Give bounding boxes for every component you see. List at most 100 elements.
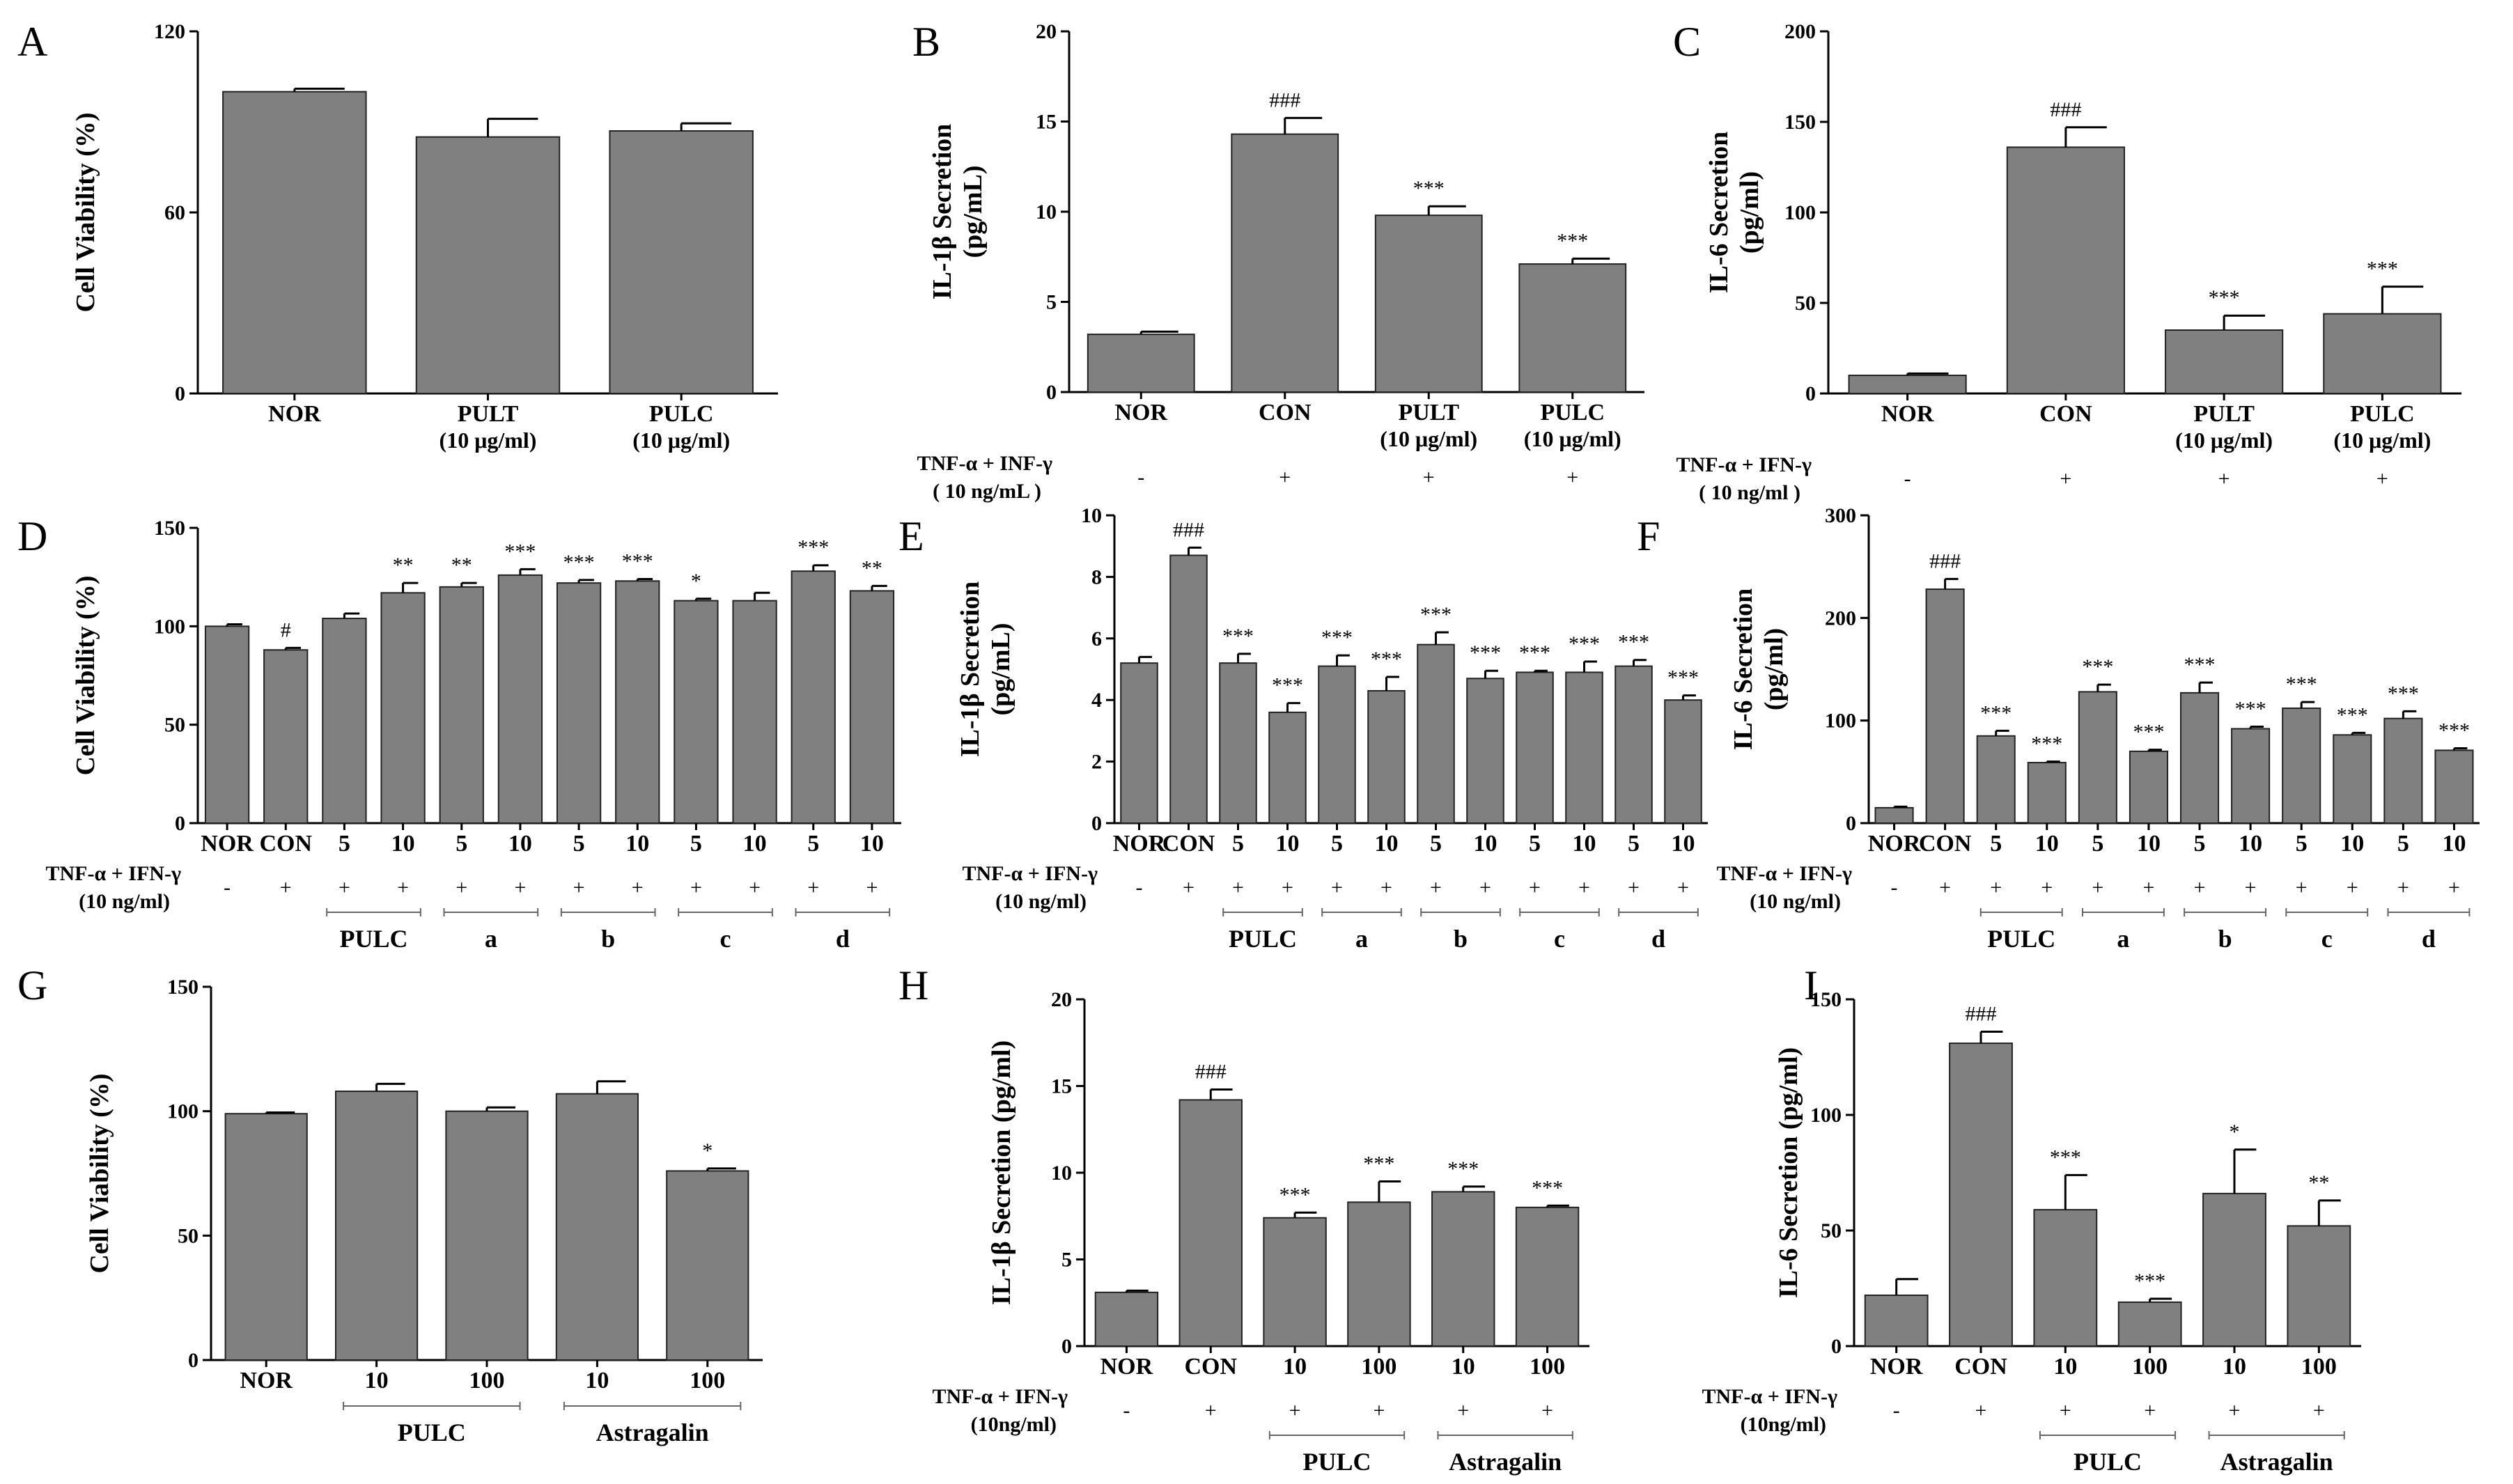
panel-i-treatment-sign: + bbox=[2060, 1399, 2071, 1422]
panel-d-category-label: 5 bbox=[339, 831, 350, 857]
panel-h-bar bbox=[1431, 1191, 1495, 1348]
panel-f-treatment-label: TNF-α + IFN-γ bbox=[1716, 862, 1852, 885]
panel-f-category-label: 5 bbox=[2092, 831, 2103, 857]
panel-f-y-axis-label-line: IL-6 Secretion bbox=[1729, 588, 1758, 751]
panel-f-bar bbox=[2129, 750, 2168, 825]
panel-c-bar bbox=[1848, 375, 1967, 394]
panel-b-y-axis-label-line: (pg/mL) bbox=[958, 166, 988, 258]
panel-e-bar bbox=[1367, 689, 1406, 824]
panel-d-treatment-sign: - bbox=[224, 876, 231, 899]
panel-f-significance-label: *** bbox=[2286, 673, 2317, 696]
panel-f-bar bbox=[1925, 588, 1965, 825]
panel-e-category-label: 5 bbox=[1430, 831, 1442, 857]
panel-f-significance-label: *** bbox=[2235, 698, 2266, 721]
panel-i-category-label: 100 bbox=[2301, 1354, 2337, 1380]
panel-f-treatment-sign: + bbox=[1990, 876, 2002, 899]
panel-f-y-tick-label: 200 bbox=[1825, 607, 1856, 630]
panel-h-y-tick-label: 0 bbox=[1061, 1335, 1072, 1358]
panel-e-group-label: c bbox=[1554, 925, 1565, 953]
panel-d-treatment-sign: + bbox=[807, 876, 819, 899]
panel-a-category-sublabel: (10 μg/ml) bbox=[439, 428, 537, 453]
panel-e-significance-label: *** bbox=[1222, 625, 1254, 648]
panel-c-y-axis-label-line: IL-6 Secretion bbox=[1704, 132, 1734, 294]
panel-f-significance-label: *** bbox=[2184, 653, 2216, 676]
panel-a-category-sublabel: (10 μg/ml) bbox=[632, 428, 730, 453]
panel-h-significance-label: ### bbox=[1195, 1060, 1227, 1083]
panel-f-treatment-sign: + bbox=[2397, 876, 2409, 899]
panel-d-category-label: NOR bbox=[201, 831, 254, 857]
panel-h-treatment-sign: + bbox=[1541, 1399, 1553, 1422]
panel-d-treatment-dose: (10 ng/ml) bbox=[79, 890, 170, 913]
panel-c-significance-label: *** bbox=[2367, 258, 2398, 281]
panel-g-y-tick-label: 0 bbox=[188, 1349, 199, 1372]
panel-e-treatment-sign: + bbox=[1529, 876, 1541, 899]
panel-i-treatment-sign: + bbox=[2313, 1399, 2325, 1422]
panel-e-significance-label: *** bbox=[1667, 666, 1699, 689]
panel-f-label: F bbox=[1637, 513, 1660, 559]
panel-e-treatment-label: TNF-α + IFN-γ bbox=[962, 862, 1098, 885]
panel-f-bar bbox=[2434, 749, 2474, 824]
panel-f-significance-label: ### bbox=[1929, 549, 1961, 572]
panel-e-category-label: 10 bbox=[1474, 831, 1497, 857]
panel-i-group-label: PULC bbox=[2074, 1448, 2142, 1476]
panel-i-bar bbox=[1949, 1042, 2013, 1347]
panel-i-significance-label: * bbox=[2230, 1120, 2240, 1143]
panel-f-bar bbox=[2180, 692, 2220, 824]
panel-h-treatment-sign: + bbox=[1373, 1399, 1385, 1422]
panel-h-treatment-sign: - bbox=[1123, 1399, 1130, 1422]
panel-e-bar bbox=[1268, 711, 1307, 824]
panel-b-bar bbox=[1087, 334, 1195, 393]
panel-a-category-label: PULC bbox=[649, 401, 714, 427]
panel-i-bar bbox=[1864, 1294, 1929, 1347]
panel-e-category-label: 10 bbox=[1375, 831, 1399, 857]
panel-f-category-label: 10 bbox=[2035, 831, 2059, 857]
panel-c-y-tick-label: 150 bbox=[1784, 111, 1816, 134]
panel-c-treatment-label: TNF-α + IFN-γ bbox=[1676, 453, 1812, 476]
panel-d-significance-label: *** bbox=[798, 536, 829, 559]
panel-e-y-tick-label: 10 bbox=[1081, 504, 1102, 527]
panel-c-category-label: CON bbox=[2039, 401, 2092, 427]
panel-e-category-label: 10 bbox=[1672, 831, 1695, 857]
panel-h-category-label: NOR bbox=[1100, 1354, 1153, 1380]
panel-d-y-tick-label: 100 bbox=[154, 615, 185, 638]
panel-b-category-label: NOR bbox=[1114, 400, 1167, 425]
panel-b-category-sublabel: (10 μg/ml) bbox=[1380, 426, 1477, 451]
panel-i-significance-label: *** bbox=[2050, 1146, 2081, 1169]
panel-i-group-label: Astragalin bbox=[2220, 1448, 2333, 1476]
panel-f-category-label: 10 bbox=[2239, 831, 2262, 857]
panel-e-bar bbox=[1318, 665, 1356, 825]
panel-d-significance-label: *** bbox=[622, 549, 653, 572]
panel-h-significance-label: *** bbox=[1363, 1152, 1394, 1175]
panel-e-y-tick-label: 4 bbox=[1091, 689, 1102, 712]
panel-g-group-label: Astragalin bbox=[596, 1419, 709, 1446]
panel-i-label: I bbox=[1804, 962, 1818, 1008]
panel-e-bar bbox=[1466, 678, 1504, 825]
panel-d-significance-label: ** bbox=[862, 556, 882, 579]
panel-e-bar bbox=[1169, 554, 1208, 825]
panel-e-bar bbox=[1664, 699, 1702, 825]
panel-f-treatment-sign: + bbox=[2041, 876, 2053, 899]
panel-f-bar bbox=[1874, 806, 1914, 825]
panel-d-significance-label: ** bbox=[451, 554, 472, 577]
panel-h-y-tick-label: 20 bbox=[1051, 988, 1072, 1011]
panel-f-category-label: 5 bbox=[1990, 831, 2002, 857]
panel-f-y-tick-label: 300 bbox=[1825, 504, 1856, 527]
panel-h-category-label: 100 bbox=[1530, 1354, 1565, 1380]
panel-a-label: A bbox=[17, 19, 47, 65]
panel-e-treatment-sign: + bbox=[1628, 876, 1640, 899]
panel-g-group-label: PULC bbox=[398, 1419, 466, 1446]
panel-f-treatment-sign: + bbox=[2092, 876, 2103, 899]
panel-b-category-label: CON bbox=[1259, 400, 1312, 425]
panel-g-category-label: 10 bbox=[585, 1368, 609, 1393]
panel-g-y-axis-label-line: Cell Viability (%) bbox=[85, 1073, 114, 1273]
panel-d-bar bbox=[615, 580, 660, 824]
panel-f-group-label: PULC bbox=[1987, 925, 2055, 953]
panel-h-treatment-sign: + bbox=[1205, 1399, 1217, 1422]
panel-i-significance-label: ### bbox=[1966, 1002, 1997, 1025]
panel-d-treatment-sign: + bbox=[339, 876, 350, 899]
panel-i-significance-label: *** bbox=[2134, 1270, 2165, 1292]
panel-f-y-tick-label: 100 bbox=[1825, 710, 1856, 733]
panel-f-treatment-sign: + bbox=[2448, 876, 2460, 899]
panel-f-category-label: 10 bbox=[2137, 831, 2161, 857]
panel-d-y-tick-label: 50 bbox=[164, 714, 185, 737]
